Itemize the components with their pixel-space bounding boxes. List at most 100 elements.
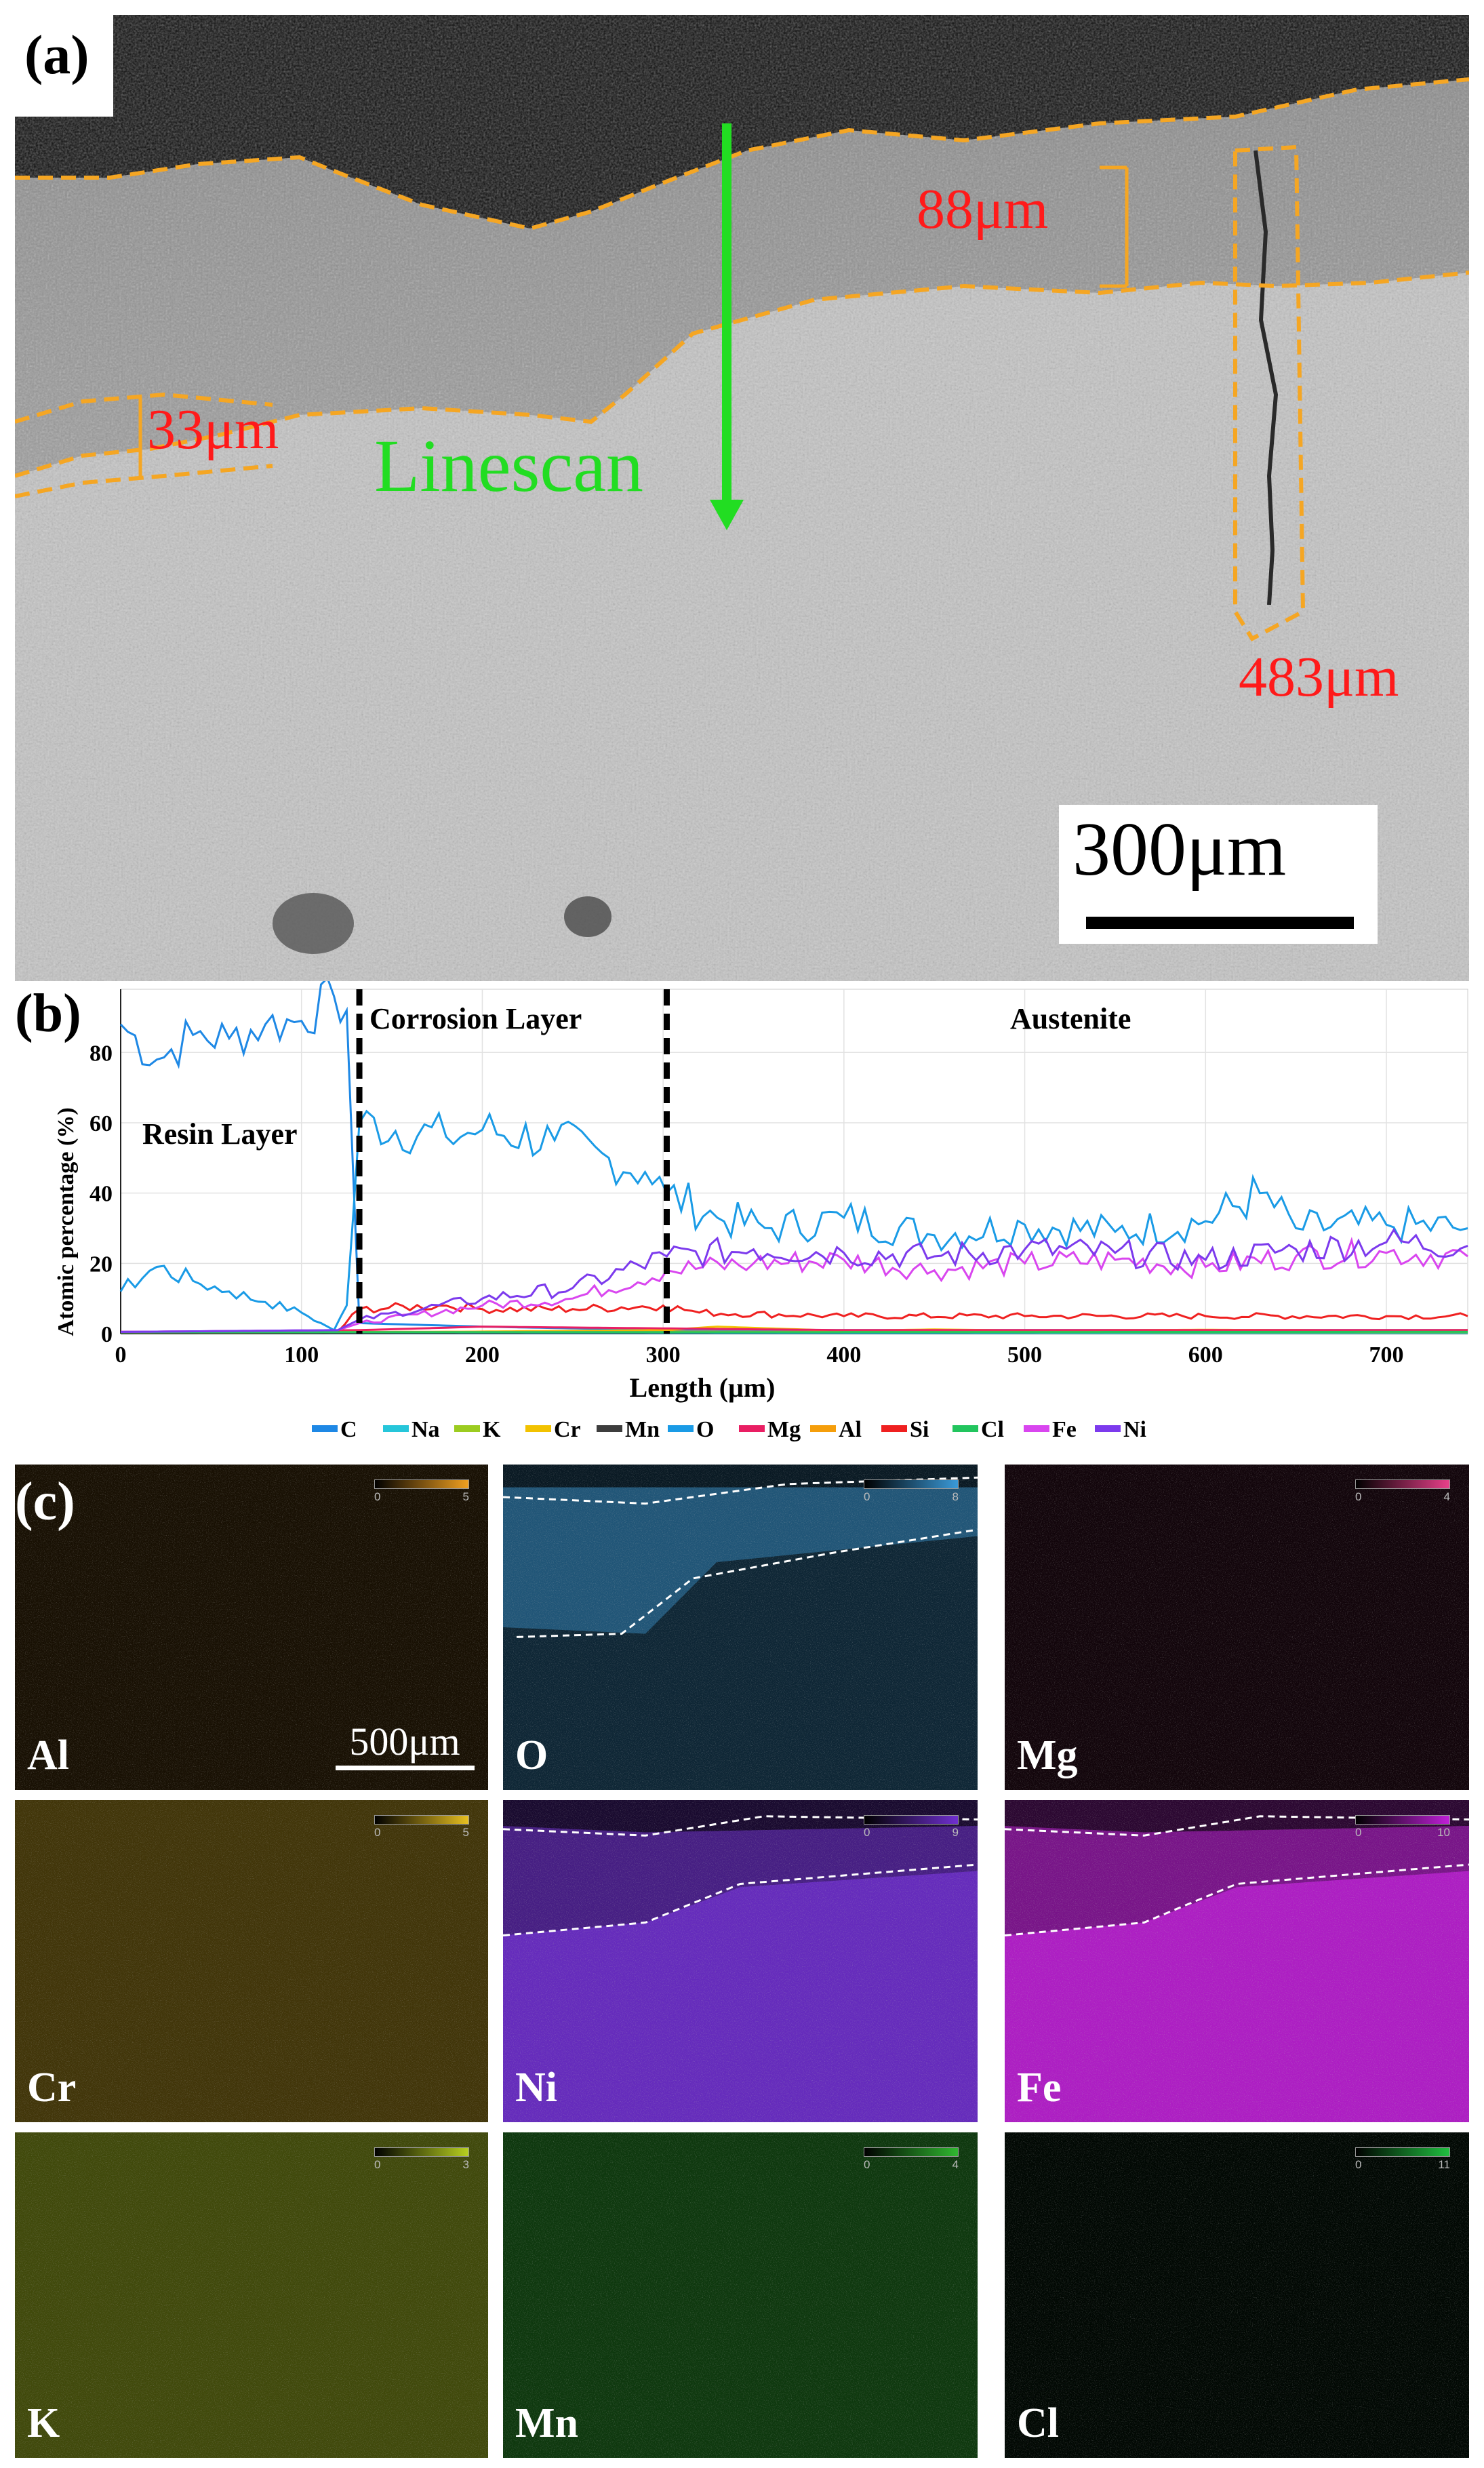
legend-label-na: Na [412,1417,440,1442]
legend-label-cr: Cr [554,1417,581,1442]
region-label-austenite: Austenite [1010,1002,1131,1035]
region-boundaries [356,989,670,1334]
eds-map-image [503,1465,978,1790]
colorbar-min: 0 [374,1490,381,1503]
colorbar-min: 0 [374,1826,381,1839]
colorbar-max: 3 [462,2158,469,2171]
x-tick-label: 400 [826,1342,861,1368]
colorbar-fe: 0 10 [1355,1815,1450,1839]
scale-bar [1086,917,1354,929]
map-element-label: Cl [1017,2400,1059,2446]
eds-map-image [15,2132,488,2458]
region-label-resin: Resin Layer [142,1117,298,1151]
scale-bar-box: 300μm [1059,805,1378,944]
colorbar-max: 9 [952,1826,959,1839]
layer-boundary [1005,1863,1469,1936]
eds-map-image [15,1465,488,1790]
colorbar-gradient [374,1815,469,1825]
colorbar-cl: 0 11 [1355,2147,1450,2171]
eds-map-mn: 0 4 Mn [503,2132,978,2458]
legend-label-o: O [696,1417,714,1442]
colorbar-min: 0 [864,1826,870,1839]
x-ticks: 0 100 200 300 400 500 600 700 [115,1342,1404,1368]
colorbar-max: 10 [1437,1826,1450,1839]
panel-a-label: (a) [15,15,113,117]
x-tick-label: 100 [284,1342,319,1368]
colorbar-gradient [1355,1479,1450,1489]
legend-label-k: K [483,1417,501,1442]
eds-map-ni: 0 9 Ni [503,1800,978,2122]
map-element-label: Fe [1017,2065,1062,2111]
y-axis-label: Atomic percentage (%) [54,1107,79,1336]
colorbar-gradient [864,1479,959,1489]
series-ni-line [120,1227,1468,1333]
y-tick-label: 40 [89,1182,113,1207]
y-tick-label: 80 [89,1041,113,1066]
colorbar-gradient [864,2147,959,2157]
colorbar-gradient [1355,2147,1450,2157]
legend-label-fe: Fe [1052,1417,1077,1442]
colorbar-gradient [374,2147,469,2157]
legend-label-mn: Mn [625,1417,660,1442]
x-axis-label: Length (μm) [630,1372,776,1403]
linescan-chart-panel: (b) 0 100 200 300 400 500 600 700 0 20 40 60 80 Len… [0,976,1484,1459]
eds-map-image [503,1800,978,2122]
panel-c-label: (c) [15,1472,75,1532]
map-element-label: K [27,2400,60,2446]
colorbar-min: 0 [1355,2158,1362,2171]
map-element-label: Mg [1017,1732,1078,1778]
legend-label-ni: Ni [1123,1417,1146,1442]
eds-maps-panel: 0 5 Al 500μm 0 8 O 0 4 Mg 0 5 Cr 0 9 Ni 0 10 Fe 0 3 K 0 4 Mn 0 11 C… [0,1465,1484,2468]
map-element-label: O [515,1732,548,1778]
eds-map-image [15,1800,488,2122]
colorbar-gradient [374,1479,469,1489]
eds-map-image [1005,2132,1469,2458]
x-tick-label: 500 [1007,1342,1042,1368]
colorbar-gradient [1355,1815,1450,1825]
map-element-label: Ni [515,2065,557,2111]
colorbar-gradient [864,1815,959,1825]
region-label-corrosion: Corrosion Layer [369,1002,582,1035]
crack-depth-label: 483μm [1239,645,1399,709]
series-o-line [119,1109,1468,1332]
eds-map-image [1005,1465,1469,1790]
y-ticks: 0 20 40 60 80 [89,1041,113,1347]
colorbar-min: 0 [864,1490,870,1503]
x-tick-label: 700 [1369,1342,1403,1368]
eds-map-al: 0 5 Al 500μm [15,1465,488,1790]
colorbar-max: 5 [462,1826,469,1839]
eds-map-image [503,2132,978,2458]
map-element-label: Al [27,1732,69,1778]
x-tick-label: 600 [1188,1342,1223,1368]
colorbar-min: 0 [1355,1490,1362,1503]
chart-series [119,976,1468,1334]
eds-map-mg: 0 4 Mg [1005,1465,1469,1790]
x-tick-label: 200 [465,1342,500,1368]
legend-label-si: Si [910,1417,929,1442]
series-mg-line [120,1326,1468,1333]
colorbar-max: 5 [462,1490,469,1503]
sem-micrograph: (a) 88μm 33μm 483μm Linescan 300μm [15,15,1469,981]
map-scale-bar-line [335,1766,475,1770]
colorbar-max: 8 [952,1490,959,1503]
eds-map-cl: 0 11 Cl [1005,2132,1469,2458]
colorbar-min: 0 [1355,1826,1362,1839]
y-tick-label: 0 [101,1322,113,1347]
colorbar-max: 4 [1443,1490,1450,1503]
plot-area [120,989,1468,1334]
y-tick-label: 60 [89,1111,113,1136]
eds-map-cr: 0 5 Cr [15,1800,488,2122]
legend-label-al: Al [839,1417,862,1442]
map-element-label: Mn [515,2400,578,2446]
thickness-left-label: 33μm [147,398,279,461]
chart-legend: C Na K Cr Mn O Mg Al Si Cl Fe Ni [312,1417,1146,1442]
